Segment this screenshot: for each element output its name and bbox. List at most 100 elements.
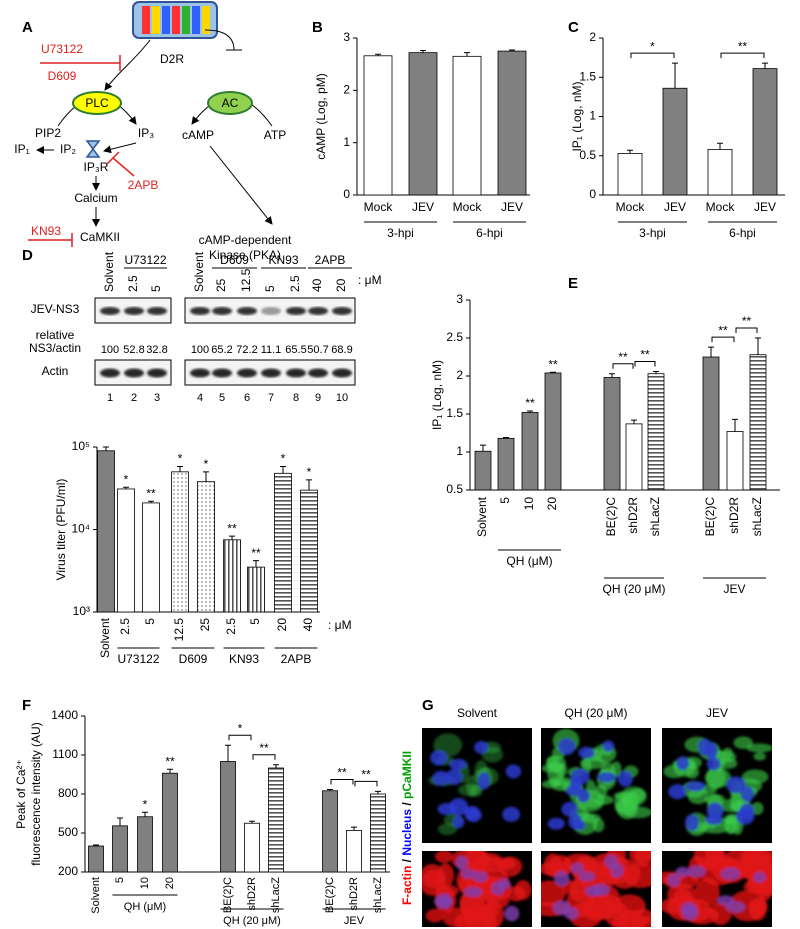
- ratio: 72.2: [236, 344, 257, 356]
- y-tick-label: 0.5: [446, 482, 463, 496]
- error-bar: [249, 820, 255, 824]
- band: [261, 368, 281, 378]
- nucleus: [685, 781, 706, 792]
- error-bar: [229, 535, 235, 540]
- x-tick-label: shD2R: [348, 877, 360, 911]
- column-label: Solvent: [457, 706, 498, 720]
- band: [237, 368, 257, 378]
- x-tick-label: JEV: [664, 200, 686, 214]
- unit-label: : μM: [358, 273, 382, 287]
- separator: /: [400, 858, 414, 862]
- lane-number: 1: [107, 392, 113, 404]
- actin-signal: [741, 769, 769, 785]
- y-tick-label: 1: [589, 109, 596, 123]
- group-label: QH (μM): [506, 554, 552, 568]
- column-label: QH (20 μM): [565, 706, 628, 720]
- error-bar: [351, 826, 357, 831]
- x-tick-label: Solvent: [475, 496, 489, 537]
- lane-number: 2: [131, 392, 137, 404]
- bar: [137, 816, 153, 873]
- ratio: 11.1: [261, 344, 282, 356]
- row-label: Actin: [42, 364, 69, 378]
- x-tick-label: Mock: [453, 200, 483, 214]
- bar: [322, 790, 338, 873]
- bar: [408, 52, 438, 196]
- helix: [142, 6, 150, 34]
- band: [100, 307, 120, 315]
- helix: [152, 6, 160, 34]
- bracket: [735, 327, 758, 333]
- image: [663, 736, 772, 836]
- actin-signal: [733, 736, 753, 750]
- group-label: QH (20 μM): [223, 915, 281, 927]
- bracket-label: *: [238, 721, 243, 735]
- nucleus: [569, 776, 583, 791]
- y-tick-label: 200: [58, 864, 78, 878]
- bracket: [252, 754, 276, 760]
- y-tick-label: 500: [58, 825, 78, 839]
- error-bar: [142, 811, 148, 817]
- label: Calcium: [74, 191, 117, 205]
- band: [147, 307, 167, 315]
- nucleus: [604, 854, 619, 869]
- nucleus: [578, 746, 595, 759]
- nucleus: [554, 870, 570, 887]
- bracket-label: **: [742, 314, 752, 328]
- label: IP₁: [14, 142, 29, 156]
- helix: [162, 6, 170, 34]
- f-actin: [694, 877, 720, 906]
- row-label: NS3/actin: [29, 341, 81, 355]
- nucleus: [687, 865, 706, 878]
- significance: **: [146, 486, 156, 500]
- x-tick-label: 5: [248, 618, 262, 625]
- bar: [452, 55, 482, 196]
- label: cAMP-dependent: [199, 233, 292, 247]
- nucleus: [504, 905, 520, 922]
- group-label: JEV: [723, 582, 745, 596]
- error-bar: [177, 466, 183, 472]
- lane-label: 2.5: [288, 275, 302, 292]
- actin-signal: [437, 823, 457, 836]
- nucleus: [740, 786, 755, 803]
- bar: [247, 566, 265, 613]
- label: IP₃: [138, 126, 154, 140]
- inhibitor-label: KN93: [31, 224, 61, 238]
- lane-label: 2.5: [126, 275, 140, 292]
- y-tick-label: 10⁴: [71, 522, 90, 536]
- bar: [162, 772, 178, 873]
- nucleus: [561, 801, 578, 817]
- image: [541, 851, 651, 927]
- group-label: 6-hpi: [476, 226, 503, 240]
- inhibitor-label: 2APB: [128, 178, 159, 192]
- y-axis-label: fluorescence intensity (AU): [29, 722, 43, 865]
- significance: *: [307, 465, 312, 479]
- nucleus: [667, 873, 681, 887]
- actin-signal: [702, 784, 718, 795]
- panel-letter: C: [568, 19, 579, 36]
- y-tick-label: 0: [589, 187, 596, 201]
- error-bar: [550, 371, 556, 373]
- actin-signal: [458, 783, 482, 797]
- error-bar: [527, 410, 533, 413]
- bar: [112, 825, 128, 873]
- x-tick-label: 10: [139, 877, 151, 889]
- band: [237, 307, 257, 315]
- error-bar: [717, 142, 723, 150]
- x-tick-label: JEV: [412, 200, 434, 214]
- panel-letter: B: [312, 19, 323, 36]
- label: CaMKII: [80, 230, 120, 244]
- actin-signal: [706, 765, 726, 789]
- significance: *: [178, 452, 183, 466]
- band: [332, 307, 352, 315]
- y-tick-label: 3: [456, 292, 463, 306]
- bar: [474, 450, 492, 491]
- y-tick-label: 1.5: [579, 69, 596, 83]
- bar: [244, 822, 260, 873]
- panel-letter: D: [22, 247, 33, 264]
- label: AC: [222, 96, 239, 110]
- nucleus: [705, 814, 723, 826]
- band: [212, 368, 232, 378]
- bracket: [228, 734, 252, 741]
- nucleus: [573, 820, 586, 831]
